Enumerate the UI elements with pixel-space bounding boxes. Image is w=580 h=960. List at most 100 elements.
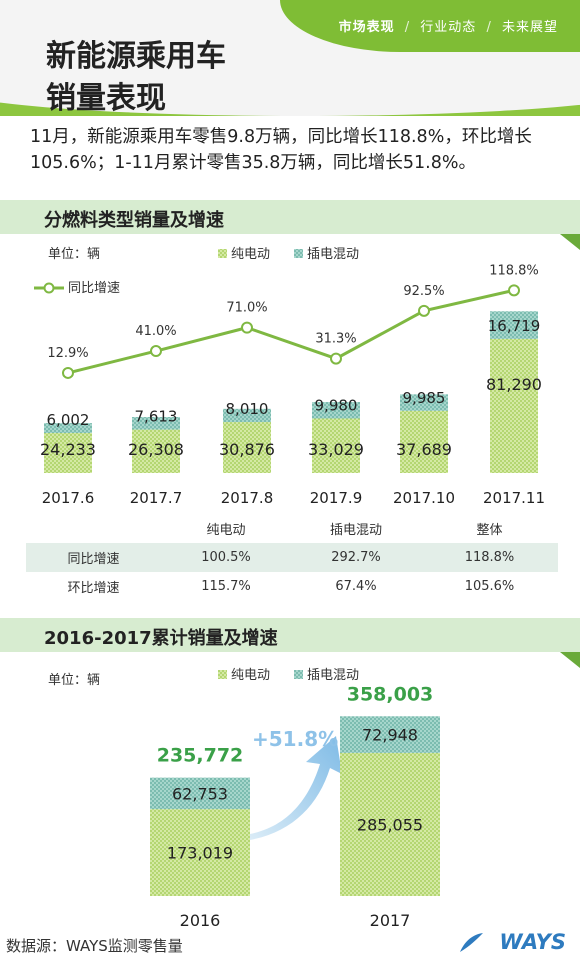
x-tick-label: 2017.9 (310, 489, 363, 507)
x-tick-label: 2017.11 (483, 489, 545, 507)
x-tick-label: 2016 (180, 911, 221, 930)
growth-line (67, 288, 515, 375)
bar-ev (400, 410, 448, 473)
nav-item-outlook[interactable]: 未来展望 (501, 20, 558, 35)
growth-arrow-icon (250, 736, 342, 840)
page-title: 新能源乘用车 销量表现 (46, 36, 226, 116)
legend-phev-label: 插电混动 (307, 668, 359, 683)
legend-ev-swatch (218, 670, 227, 679)
bar-ev-label: 37,689 (396, 440, 452, 459)
bar-phev (223, 408, 271, 423)
table-header-cell: 整体 (476, 523, 503, 538)
ways-logo: WAYS (499, 930, 566, 954)
bar-total-label: 235,772 (157, 745, 244, 767)
table-header-cell (26, 514, 161, 543)
growth-point-label: 31.3% (315, 332, 356, 347)
ways-logo-icon (460, 933, 483, 952)
page-title-line1: 新能源乘用车 (46, 39, 226, 74)
header-background-arc (0, 56, 580, 116)
bar-phev-label: 8,010 (226, 400, 269, 418)
chart1-unit-label: 单位：辆 (48, 247, 100, 262)
summary-text: 11月，新能源乘用车零售9.8万辆，同比增长118.8%，环比增长105.6%；… (30, 127, 532, 173)
nav-item-market[interactable]: 市场表现 (338, 20, 395, 35)
growth-point-label: 41.0% (135, 324, 176, 339)
section2-header: 2016-2017累计销量及增速 (0, 618, 580, 668)
legend-phev-swatch (294, 670, 303, 679)
table-cell: 115.7% (161, 572, 291, 601)
table-cell: 105.6% (421, 572, 558, 601)
growth-point-label: 12.9% (47, 346, 88, 361)
legend-phev-label: 插电混动 (307, 247, 359, 262)
annual-sales-chart: 单位：辆 纯电动 插电混动 +51.8% 173,019 62,753 235,77… (48, 668, 440, 930)
growth-table: 纯电动 插电混动 整体 同比增速 100.5% 292.7% 118.8% 环比… (26, 514, 558, 601)
legend-line-marker (43, 282, 55, 294)
bar-phev (150, 777, 250, 810)
table-cell: 100.5% (161, 543, 291, 572)
legend-ev-label: 纯电动 (231, 668, 270, 683)
x-tick-label: 2017.8 (221, 489, 274, 507)
bar-phev (400, 394, 448, 411)
bar-phev (44, 423, 92, 434)
bar-ev-label: 26,308 (128, 440, 184, 459)
bar-ev-label: 24,233 (40, 440, 96, 459)
legend-phev-swatch (294, 249, 303, 258)
nav-separator: / (404, 20, 411, 35)
growth-point-label: 118.8% (489, 263, 539, 278)
monthly-sales-chart: 单位：辆 纯电动 插电混动 同比增速 24,233 6,002 2017.6 26,3… (34, 247, 545, 507)
growth-point (241, 321, 253, 334)
table-cell: 同比增速 (26, 543, 161, 572)
growth-point-label: 71.0% (226, 301, 267, 316)
x-tick-label: 2017.7 (130, 489, 183, 507)
nav-item-industry[interactable]: 行业动态 (420, 20, 477, 35)
legend-ev-label: 纯电动 (231, 247, 270, 262)
table-row: 环比增速 115.7% 67.4% 105.6% (26, 572, 558, 601)
x-tick-label: 2017.6 (42, 489, 95, 507)
bar-phev (312, 402, 360, 419)
bar-ev (44, 433, 92, 473)
section1-header: 分燃料类型销量及增速 (0, 200, 580, 250)
bar-phev-label: 6,002 (47, 411, 90, 429)
nav-breadcrumb: 市场表现 / 行业动态 / 未来展望 (339, 16, 558, 35)
header: 市场表现 / 行业动态 / 未来展望 新能源乘用车 销量表现 (0, 0, 580, 116)
bar-ev-label: 173,019 (167, 844, 233, 863)
bar-ev (340, 752, 440, 896)
bar-phev (340, 716, 440, 753)
table-cell: 292.7% (291, 543, 421, 572)
legend-ev-swatch (218, 249, 227, 258)
section2-title: 2016-2017累计销量及增速 (44, 628, 278, 649)
table-row: 同比增速 100.5% 292.7% 118.8% (26, 543, 558, 572)
x-tick-label: 2017 (370, 911, 411, 930)
growth-point (150, 345, 162, 358)
table-header-cell: 插电混动 (329, 523, 382, 538)
data-source: 数据源：WAYS监测零售量 (6, 937, 183, 955)
growth-point (330, 352, 342, 365)
growth-point-label: 92.5% (403, 284, 444, 299)
bar-phev (490, 311, 538, 339)
section-corner-decoration (560, 652, 580, 668)
bar-total-label: 358,003 (347, 683, 434, 705)
bar-ev-label: 30,876 (219, 440, 275, 459)
bar-phev (132, 417, 180, 430)
x-tick-label: 2017.10 (393, 489, 455, 507)
chart2-unit-label: 单位：辆 (48, 673, 100, 688)
section-corner-decoration (560, 234, 580, 250)
bar-ev-label: 33,029 (308, 440, 364, 459)
growth-point (418, 304, 430, 317)
growth-point (508, 284, 520, 297)
legend-line-label: 同比增速 (68, 281, 120, 296)
table-header-row: 纯电动 插电混动 整体 (26, 514, 558, 543)
section1-title: 分燃料类型销量及增速 (44, 210, 224, 231)
bar-ev (223, 422, 271, 473)
bar-phev-label: 9,980 (315, 397, 358, 415)
page-title-line2: 销量表现 (46, 81, 166, 116)
growth-label: +51.8% (252, 727, 338, 751)
bar-ev-label: 285,055 (357, 815, 423, 834)
bar-phev-label: 9,985 (403, 389, 446, 407)
bar-ev-label: 81,290 (486, 375, 542, 394)
growth-point (62, 366, 74, 379)
nav-separator: / (486, 20, 492, 35)
bar-phev-label: 62,753 (172, 784, 228, 803)
table-cell: 67.4% (291, 572, 421, 601)
bar-ev (490, 338, 538, 473)
bar-ev (150, 809, 250, 896)
